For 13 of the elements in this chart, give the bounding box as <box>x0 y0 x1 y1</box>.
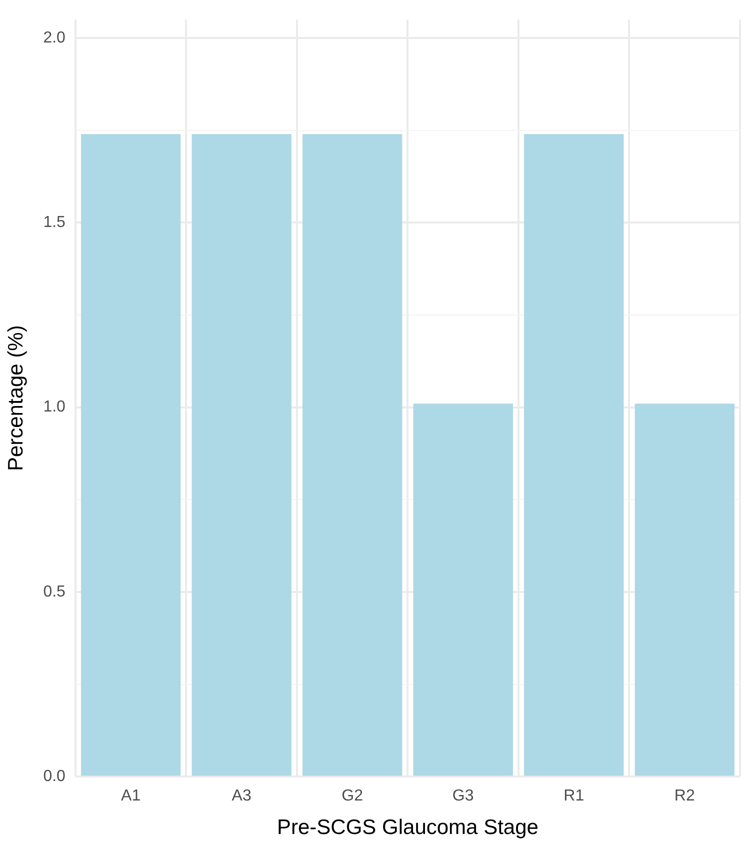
y-tick-label: 1.5 <box>43 214 66 232</box>
x-tick-label: G2 <box>342 788 364 805</box>
y-tick-label: 2.0 <box>43 29 66 46</box>
y-tick-label: 0.5 <box>43 583 66 600</box>
y-tick-label: 0.0 <box>43 768 66 786</box>
x-tick-label: R1 <box>564 788 584 805</box>
x-tick-label: A1 <box>121 788 141 805</box>
x-tick-label: G3 <box>452 788 474 805</box>
y-axis-title: Percentage (%) <box>4 325 28 472</box>
x-tick-label: R2 <box>674 788 695 805</box>
x-tick-label: A3 <box>232 788 252 805</box>
y-tick-label: 1.0 <box>43 398 66 416</box>
x-axis-title: Pre-SCGS Glaucoma Stage <box>276 816 538 840</box>
